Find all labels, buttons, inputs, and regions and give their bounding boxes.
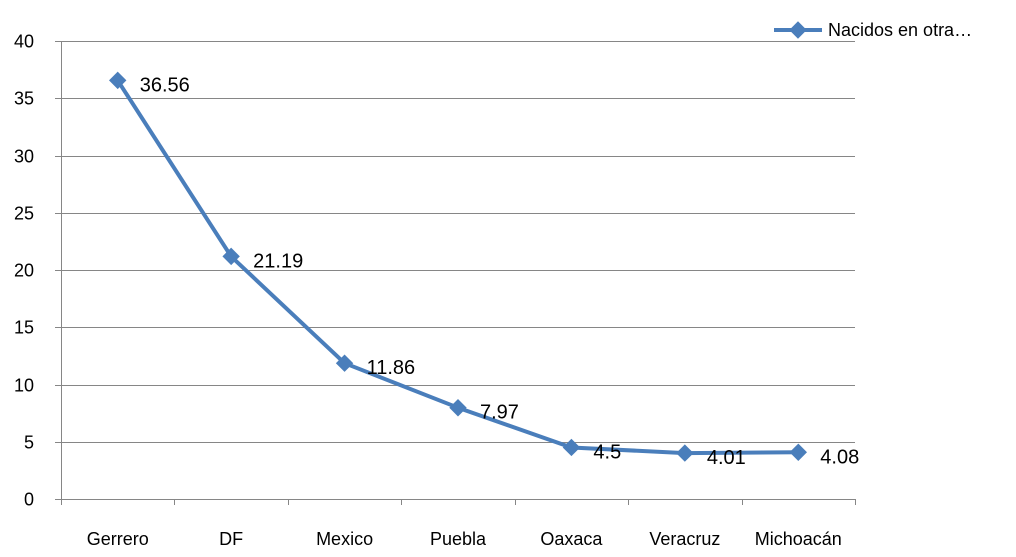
data-point-marker xyxy=(789,443,807,461)
data-label: 4.01 xyxy=(707,447,746,469)
y-tick-label: 35 xyxy=(14,89,34,109)
axes: 0 5 10 15 20 25 30 35 40 Gerrero DF Mexico Puebla Oax… xyxy=(14,32,856,549)
data-label: 4.08 xyxy=(820,446,859,468)
series-line xyxy=(116,79,799,456)
data-label: 7.97 xyxy=(480,402,519,424)
series-plot xyxy=(109,71,807,462)
data-label: 11.86 xyxy=(367,357,416,379)
y-tick-label: 40 xyxy=(14,32,34,52)
data-point-marker xyxy=(335,354,354,372)
data-label: 4.5 xyxy=(593,441,621,463)
data-point-marker xyxy=(449,399,467,417)
data-point-marker xyxy=(676,444,694,462)
data-labels: 36.56 21.19 11.86 7.97 4.5 4.01 4.08 xyxy=(140,74,860,469)
x-tick-label: Michoacán xyxy=(755,529,842,549)
x-tick-label: Mexico xyxy=(316,529,373,549)
gridlines xyxy=(61,41,855,443)
x-tick-label: Puebla xyxy=(430,529,487,549)
x-tick-label: Veracruz xyxy=(649,529,720,549)
legend: Nacidos en otra… xyxy=(774,20,972,40)
legend-marker-swatch xyxy=(789,21,807,39)
x-tick-label: Gerrero xyxy=(87,529,149,549)
x-tick-label: Oaxaca xyxy=(540,529,603,549)
data-point-marker xyxy=(222,247,240,266)
y-tick-label: 15 xyxy=(14,318,34,338)
data-point-marker xyxy=(562,438,581,457)
data-point-marker xyxy=(109,71,127,90)
y-tick-label: 30 xyxy=(14,147,34,167)
x-tick-label: DF xyxy=(219,529,243,549)
y-tick-label: 20 xyxy=(14,261,34,281)
y-tick-label: 10 xyxy=(14,376,34,396)
y-tick-label: 0 xyxy=(24,490,34,510)
y-tick-label: 5 xyxy=(24,433,34,453)
data-label: 21.19 xyxy=(253,250,303,272)
legend-series-label: Nacidos en otra… xyxy=(828,20,972,40)
y-tick-label: 25 xyxy=(14,204,34,224)
data-label: 36.56 xyxy=(140,74,190,96)
